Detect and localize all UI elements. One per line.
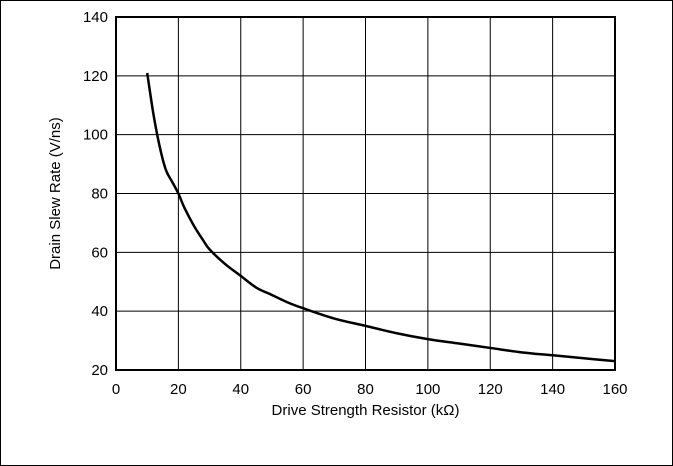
y-tick-label: 60	[91, 244, 108, 261]
x-axis-ticks: 0 20 40 60 80 100 120 140 160	[112, 381, 628, 398]
x-tick-label: 100	[415, 381, 440, 398]
x-tick-label: 60	[295, 381, 312, 398]
y-tick-label: 140	[83, 9, 108, 26]
y-tick-label: 120	[83, 68, 108, 85]
y-tick-label: 20	[91, 362, 108, 379]
y-axis-ticks: 20 40 60 80 100 120 140	[83, 9, 108, 379]
x-axis-label: Drive Strength Resistor (kΩ)	[272, 402, 460, 419]
x-tick-label: 40	[232, 381, 249, 398]
grid	[115, 16, 616, 371]
x-tick-label: 120	[478, 381, 503, 398]
x-tick-label: 80	[357, 381, 374, 398]
x-tick-label: 20	[170, 381, 187, 398]
y-tick-label: 40	[91, 303, 108, 320]
x-tick-label: 140	[540, 381, 565, 398]
series-line	[145, 72, 616, 363]
x-tick-label: 0	[112, 381, 120, 398]
x-tick-label: 160	[602, 381, 627, 398]
y-tick-label: 100	[83, 127, 108, 144]
y-tick-label: 80	[91, 186, 108, 203]
y-axis-label: Drain Slew Rate (V/ns)	[47, 117, 64, 270]
plot-area	[115, 16, 616, 371]
